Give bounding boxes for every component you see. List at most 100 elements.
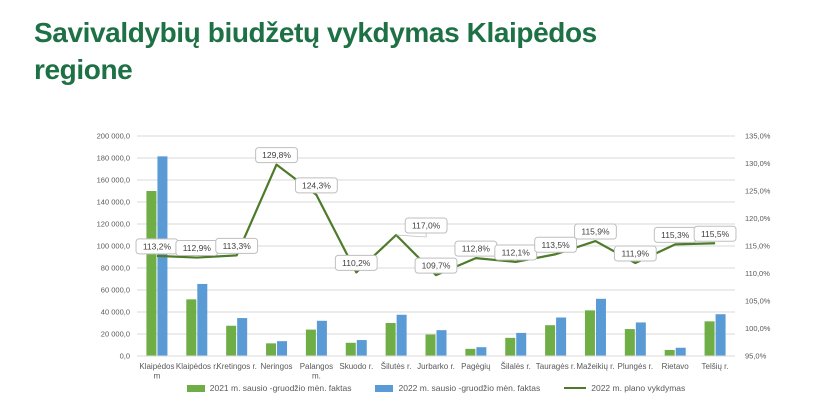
bar [704,321,715,356]
data-label-value: 124,3% [302,180,331,190]
bar [237,318,248,356]
legend-item-1: 2022 m. sausio -gruodžio mėn. faktas [375,383,540,393]
bar [516,332,527,356]
bar [305,329,316,356]
bar [624,329,635,356]
data-label-value: 113,2% [143,241,172,251]
y-axis-right-tick: 110,0% [745,269,770,278]
data-label-value: 115,9% [581,227,610,237]
x-axis-label: Rietavo [662,362,690,371]
data-label-box [334,254,378,271]
legend-label: 2021 m. sausio -gruodžio mėn. faktas [209,383,352,393]
chart-legend: 2021 m. sausio -gruodžio mėn. faktas 2022… [137,383,735,393]
bar [675,347,686,356]
bar [584,310,595,356]
bar [556,317,567,356]
legend-label: 2022 m. sausio -gruodžio mėn. faktas [398,383,541,393]
bar [425,334,436,356]
bar [595,298,606,356]
y-axis-right-tick: 135,0% [745,132,771,141]
data-label-value: 113,3% [223,241,252,251]
y-axis-left-tick: 60 000,0 [101,286,130,295]
y-axis-right-tick: 125,0% [745,187,771,196]
x-axis-label: Neringos [261,362,293,371]
bar [266,343,277,356]
bar [715,314,726,356]
data-label-box [215,237,259,254]
data-label-box [295,177,338,194]
x-axis-label: Telšių r. [702,362,729,371]
data-label-value: 109,7% [422,261,451,271]
bar [146,191,157,356]
bar [396,314,407,356]
data-label-value: 115,5% [701,229,730,239]
bar [505,337,516,356]
page-title-line-1: Savivaldybių biudžetų vykdymas Klaipėdos [34,17,597,48]
data-label-value: 115,3% [661,230,690,240]
x-axis-label: Tauragės r. [536,362,576,371]
y-axis-left-tick: 20 000,0 [101,330,130,339]
y-axis-right-tick: 100,0% [745,324,771,333]
data-label-box [414,257,458,274]
data-label-value: 117,0% [412,221,441,231]
data-label-box [255,147,298,164]
bar [316,320,327,356]
y-axis-left-tick: 200 000,0 [97,132,130,141]
bar [197,283,208,356]
y-axis-left-tick: 120 000,0 [97,220,130,229]
data-label-box [693,225,737,242]
bar [436,330,447,356]
y-axis-left: 200 000,0 180 000,0 160 000,0 140 000,0 120 … [97,132,130,361]
x-axis-label: Kretingos r. [216,362,256,371]
bar [356,340,367,356]
x-axis-label: Jurbarko r. [417,362,455,371]
bar-series-0 [146,191,715,356]
bar [465,348,476,356]
line-data-labels: 113,2% 112,9% 113,3% 129,8% 124,3% 110,2% 117,… [135,147,737,274]
data-label-value: 112,9% [183,243,212,253]
x-axis-label: Klaipėdos m [139,362,174,381]
y-axis-left-tick: 0,0 [120,352,130,361]
legend-bar-swatch [186,384,205,392]
legend-line-swatch [564,386,587,390]
bar [476,347,487,356]
bar [635,322,646,356]
bar [385,323,396,356]
y-axis-left-tick: 100 000,0 [97,242,130,251]
legend-bar-swatch [375,384,394,392]
legend-item-2: 2022 m. plano vykdymas [564,383,685,393]
bar [277,341,288,356]
data-label-value: 112,1% [502,247,531,257]
x-axis-label: Palangos m. [300,362,333,381]
data-label-box [574,223,617,240]
y-axis-left-tick: 160 000,0 [97,176,130,185]
y-axis-right-tick: 130,0% [745,159,771,168]
data-label-box [404,217,448,234]
data-label-box [534,236,578,253]
x-axis-label: Skuodo r. [339,362,373,371]
page-title: Savivaldybių biudžetų vykdymas Klaipėdos… [34,14,774,88]
page-title-line-2: regione [34,54,133,85]
x-axis-label: Mažeikių r. [576,362,614,371]
data-label-box [613,245,657,262]
x-axis-label: Klaipėdos r. [176,362,218,371]
data-label-value: 129,8% [262,150,291,160]
y-axis-left-tick: 80 000,0 [101,264,130,273]
bar [226,325,237,356]
y-axis-left-tick: 40 000,0 [101,308,130,317]
data-label-value: 111,9% [622,249,650,259]
y-axis-left-tick: 180 000,0 [97,154,130,163]
data-label-value: 112,8% [462,244,491,254]
y-axis-left-tick: 140 000,0 [97,198,130,207]
bar [345,342,356,356]
y-axis-right-tick: 95,0% [745,352,767,361]
legend-item-0: 2021 m. sausio -gruodžio mėn. faktas [186,383,352,393]
y-axis-right: 135,0% 130,0% 125,0% 120,0% 115,0% 110,0% 105,… [745,132,771,361]
bar [664,349,675,356]
y-axis-right-tick: 120,0% [745,214,771,223]
x-axis-label: Šilalės r. [501,362,531,371]
x-axis-label: Pagėgių [461,362,491,371]
